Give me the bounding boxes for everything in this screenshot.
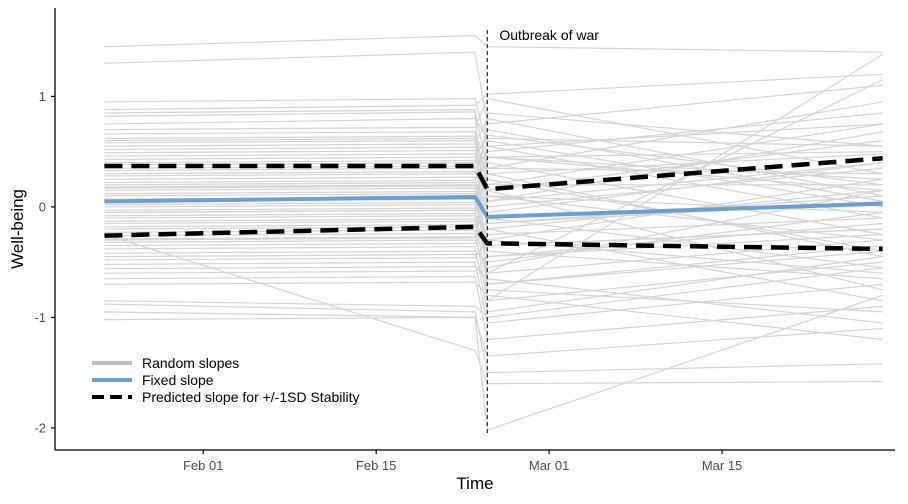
axes: 1 0 -1 -2 Feb 01 Feb 15 Mar 01 Mar 15 Time Wel… — [8, 8, 895, 493]
random-slope-line — [104, 281, 883, 341]
random-slope-line — [104, 134, 883, 186]
legend-label: Fixed slope — [142, 372, 214, 388]
x-tick-label: Feb 15 — [356, 458, 396, 473]
legend-label: Predicted slope for +/-1SD Stability — [142, 389, 360, 405]
random-slope-line — [104, 193, 883, 258]
random-slope-line — [104, 35, 883, 53]
random-slope-line — [104, 73, 883, 111]
random-slope-line — [104, 246, 883, 313]
random-slope-line — [104, 311, 883, 357]
random-slope-line — [104, 79, 883, 274]
random-slope-line — [104, 98, 883, 175]
random-slope-line — [104, 117, 883, 147]
random-slope-line — [104, 117, 883, 197]
random-slope-line — [104, 211, 883, 263]
random-slope-line — [104, 294, 883, 431]
x-ticks: Feb 01 Feb 15 Mar 01 Mar 15 — [183, 450, 742, 473]
predicted-slope-plus-1sd-line — [104, 156, 883, 192]
plot-area: Outbreak of war — [104, 27, 883, 434]
legend-label: Random slopes — [142, 355, 239, 371]
random-slopes-group — [104, 35, 883, 431]
x-tick-label: Mar 15 — [702, 458, 742, 473]
random-slope-line — [104, 239, 883, 274]
y-ticks: 1 0 -1 -2 — [34, 89, 55, 435]
random-slope-line — [104, 275, 883, 341]
main-series-group — [104, 156, 883, 252]
fixed-slope-line — [104, 194, 883, 219]
y-tick-label: -1 — [34, 310, 46, 325]
random-slope-line — [104, 51, 883, 125]
predicted-slope-minus-1sd-line — [104, 224, 883, 252]
y-tick-label: 1 — [39, 89, 46, 104]
event-label: Outbreak of war — [499, 27, 599, 43]
random-slope-line — [104, 233, 883, 385]
random-slope-line — [104, 233, 883, 274]
random-slope-line — [104, 267, 883, 318]
random-slope-line — [104, 170, 883, 214]
random-slope-line — [104, 128, 883, 202]
random-slope-line — [104, 261, 883, 324]
x-axis-title: Time — [456, 474, 493, 493]
random-slope-line — [104, 112, 883, 214]
y-axis-title: Well-being — [8, 189, 27, 269]
x-tick-label: Mar 01 — [529, 458, 569, 473]
y-tick-label: 0 — [39, 199, 46, 214]
random-slope-line — [104, 229, 883, 302]
random-slope-line — [104, 303, 883, 374]
y-tick-label: -2 — [34, 420, 46, 435]
random-slope-line — [104, 265, 883, 324]
random-slope-line — [104, 98, 883, 147]
x-tick-label: Feb 01 — [183, 458, 223, 473]
